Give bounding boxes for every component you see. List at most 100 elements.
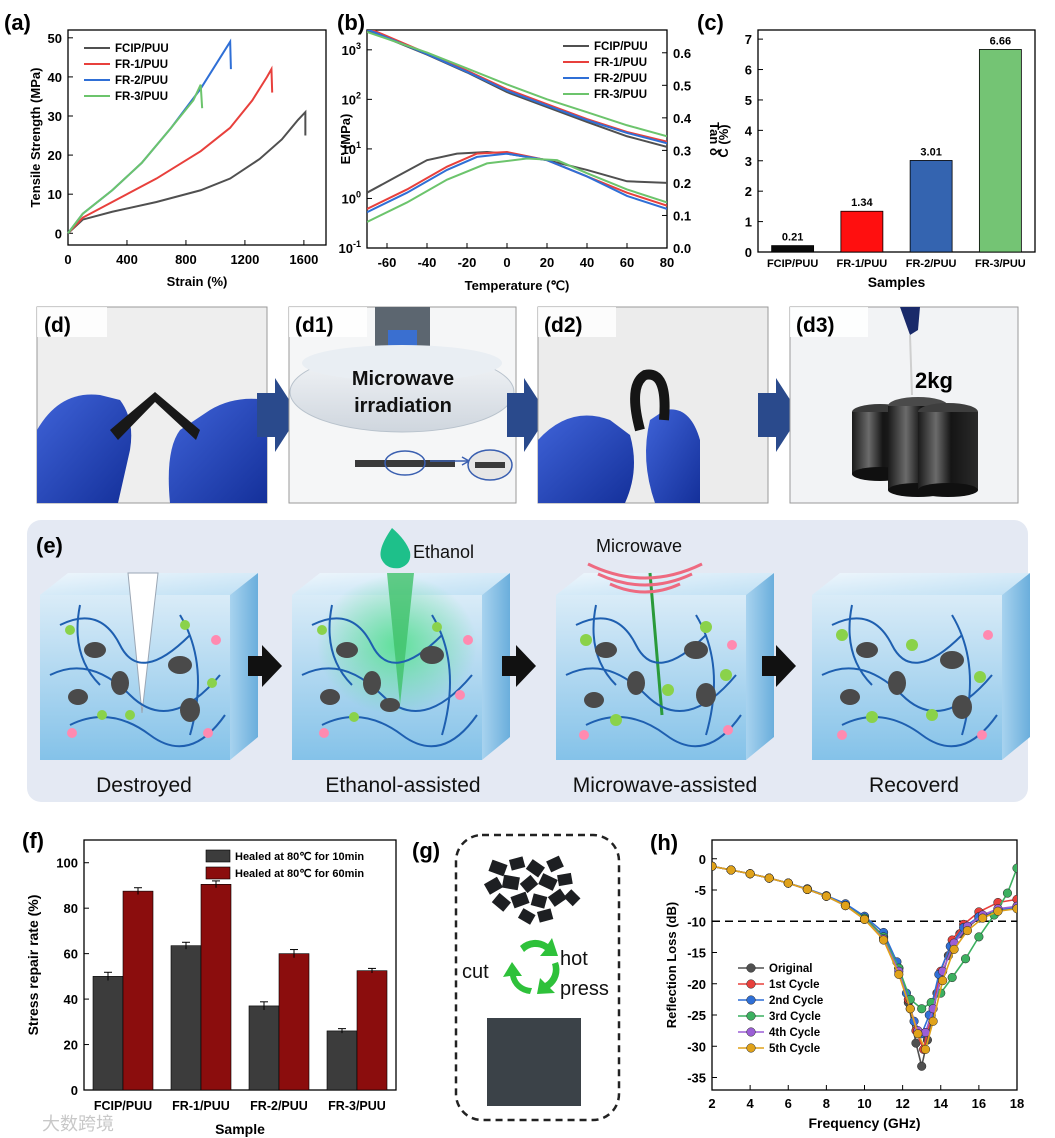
legend-label-2: FR-2/PUU xyxy=(594,73,647,85)
series-point-5-3 xyxy=(764,873,774,883)
tan-delta-line-1 xyxy=(367,151,667,210)
y-tick-label: 10 xyxy=(48,187,62,202)
series-point-5-14 xyxy=(928,1016,938,1026)
y-tick-label: -35 xyxy=(687,1071,706,1086)
y-right-tick-label: 0.4 xyxy=(673,111,692,126)
series-point-5-0 xyxy=(712,861,717,871)
y-right-tick-label: 0.0 xyxy=(673,241,691,256)
series-point-5-18 xyxy=(978,913,988,923)
y-tick-label: 4 xyxy=(745,123,753,138)
x-tick-label: 1600 xyxy=(289,252,318,267)
pressed-film xyxy=(487,1018,581,1106)
series-point-5-7 xyxy=(840,901,850,911)
step-label-ethanol: Ethanol-assisted xyxy=(325,774,480,797)
legend-marker-1 xyxy=(746,979,756,989)
x-tick-label: 0 xyxy=(64,252,71,267)
y-tick-label: -5 xyxy=(694,883,706,898)
x-tick-label: 8 xyxy=(823,1096,830,1111)
chart-a: 0 400 800 1200 1600 0 10 20 30 40 50 Strain (%) Tens… xyxy=(28,29,327,289)
recycle-frame xyxy=(454,833,621,1122)
x-tick-label-1: FR-1/PUU xyxy=(172,1099,230,1113)
x-tick-label: 18 xyxy=(1010,1096,1024,1111)
y-right-tick-label: 0.2 xyxy=(673,176,691,191)
panel-label-d: (d) xyxy=(44,314,71,337)
legend-label-3: FR-3/PUU xyxy=(115,91,168,103)
fragments-icon xyxy=(483,855,581,925)
y-tick-label: 1 xyxy=(745,215,752,230)
x-tick-label: 10 xyxy=(857,1096,871,1111)
y-axis-label: Reflection Loss (dB) xyxy=(664,902,679,1028)
y-tick-label: 60 xyxy=(64,947,78,962)
x-tick-label: 20 xyxy=(540,255,554,270)
sample-on-stage xyxy=(355,460,455,467)
series-point-5-6 xyxy=(821,891,831,901)
y-axis-label: Tensile Strength (MPa) xyxy=(28,68,43,208)
y-tick-label: 0 xyxy=(745,245,752,260)
cube-microwave xyxy=(556,572,774,760)
series-line-1 xyxy=(67,65,274,234)
y-tick-label: 20 xyxy=(48,148,62,163)
arrow-d1-d2 xyxy=(507,378,548,452)
y-tick-label: -20 xyxy=(687,977,706,992)
panel-label-d3: (d3) xyxy=(796,314,835,337)
recycle-press-label: press xyxy=(560,978,609,1000)
photo-d: (d) xyxy=(36,306,268,504)
chart-c: 0 1 2 3 4 5 6 7 C (%) Samples 0.21 FCIP/PUU 1.34 FR-1… xyxy=(716,29,1036,290)
y-right-tick-label: 0.1 xyxy=(673,208,691,223)
y-tick-label: -30 xyxy=(687,1039,706,1054)
legend-label-1: FR-1/PUU xyxy=(115,59,168,71)
x-tick-label: 4 xyxy=(747,1096,755,1111)
x-tick-label: 12 xyxy=(895,1096,909,1111)
legend-label-2: FR-2/PUU xyxy=(115,75,168,87)
legend-label-0: Original xyxy=(769,963,812,975)
y-tick-label: 80 xyxy=(64,901,78,916)
y-left-tick-label: 10-1 xyxy=(339,239,361,256)
cube-recovered xyxy=(812,573,1030,760)
series-point-5-10 xyxy=(894,969,904,979)
y-tick-label: -10 xyxy=(687,914,706,929)
legend-label-5: 5th Cycle xyxy=(769,1043,820,1055)
tan-delta-line-3 xyxy=(367,157,667,223)
legend-marker-5 xyxy=(746,1043,756,1053)
plot-frame xyxy=(757,29,1036,253)
series-point-3-20 xyxy=(1012,863,1017,873)
legend-swatch-0 xyxy=(205,849,231,863)
step-label-recovered: Recoverd xyxy=(869,774,959,797)
recycle-cut-label: cut xyxy=(462,961,489,983)
microwave-label: Microwave xyxy=(596,536,682,556)
bar-s1-0 xyxy=(122,890,154,1091)
ethanol-label: Ethanol xyxy=(413,542,474,562)
d1-title-line1: Microwave xyxy=(352,368,454,390)
plot-frame xyxy=(83,839,397,1091)
panel-label-e: (e) xyxy=(36,533,63,558)
y-tick-label: -15 xyxy=(687,946,706,961)
x-tick-label-3: FR-3/PUU xyxy=(328,1099,386,1113)
recycle-hot-label: hot xyxy=(560,948,588,970)
arrow-e2 xyxy=(502,645,536,687)
x-tick-label: -40 xyxy=(418,255,437,270)
bar-value-label-2: 3.01 xyxy=(920,146,941,158)
bar-s1-2 xyxy=(278,953,310,1091)
series-point-5-16 xyxy=(949,944,959,954)
y-tick-label: 20 xyxy=(64,1038,78,1053)
series-point-5-5 xyxy=(802,884,812,894)
panel-label-h: (h) xyxy=(650,830,678,855)
series-line-0 xyxy=(67,109,307,235)
chart-h: 2 4 6 8 10 12 14 16 18 0 -5 -10 -15 -20 -25 -30 -35 Frequ… xyxy=(664,839,1024,1131)
x-tick-label: 6 xyxy=(785,1096,792,1111)
y-tick-label: 6 xyxy=(745,63,752,78)
bar-s1-1 xyxy=(200,884,232,1091)
legend-label-1: FR-1/PUU xyxy=(594,57,647,69)
bar-s0-2 xyxy=(248,1005,280,1091)
series-line-1 xyxy=(712,865,1017,1053)
bar-value-label-3: 6.66 xyxy=(990,35,1011,47)
arrow-d-d1 xyxy=(257,378,299,452)
bar-2 xyxy=(909,160,953,253)
legend-marker-3 xyxy=(746,1011,756,1021)
x-axis-label: Strain (%) xyxy=(167,274,228,289)
x-tick-label: 2 xyxy=(708,1096,715,1111)
y-right-tick-label: 0.6 xyxy=(673,46,691,61)
x-tick-label-0: FCIP/PUU xyxy=(767,258,818,270)
series-point-5-2 xyxy=(745,869,755,879)
